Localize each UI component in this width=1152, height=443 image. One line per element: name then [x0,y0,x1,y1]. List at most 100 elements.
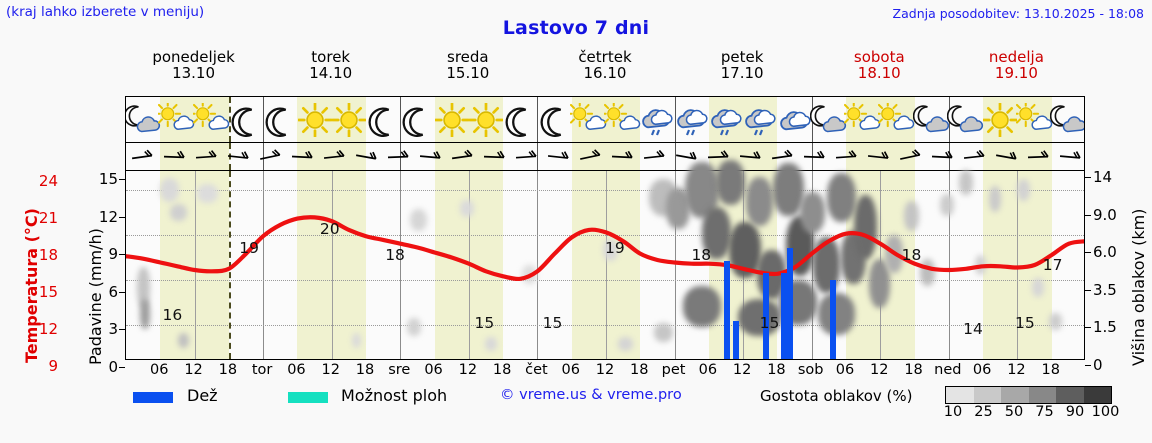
cloud-density-blob [959,170,973,195]
wind-barb-icon [900,149,921,160]
moon-icon [364,102,402,138]
x-tick-18: 18 [218,362,238,378]
day-separator [674,97,676,142]
wind-barb-icon [931,150,953,159]
cloud-density-tick: 90 [1065,404,1085,420]
chart-legend: Dež Možnost ploh © vreme.us & vreme.pro … [125,386,1145,430]
cloud-height-tick-mark [1085,214,1091,216]
wind-barb-icon [227,151,249,159]
moon-icon [227,102,265,138]
day-header-sobota: sobota 18.10 [811,49,948,82]
day-separator [674,143,676,170]
cloud-density-blob [410,208,428,232]
cloud-height-tick: 0 [1093,356,1103,374]
wind-barb-icon [739,151,761,159]
wind-barb-icon [643,149,665,159]
day-gridline [263,171,265,359]
sun-icon [296,102,334,138]
day-gridline [811,171,813,359]
sun-icon [981,102,1019,138]
cloud-density-step-25 [973,387,1001,403]
cloud-rain-icon [638,102,676,138]
meteogram-plot[interactable]: 16 20 15 19 15 18 15 19 18 15 18 14 17 [125,96,1085,360]
moon-cloud-icon [1049,102,1084,138]
precipitation-tick-mark [119,254,125,256]
weather-icon-band [126,97,1084,143]
midday-gridline [194,171,196,359]
temperature-tick: 12 [38,320,58,338]
moon-icon [536,102,574,138]
chart-canvas: 16 20 15 19 15 18 15 19 18 15 18 14 17 [126,159,1084,359]
x-tick-06: 06 [287,362,306,378]
precipitation-tick-mark [119,179,125,180]
temperature-value-label: 19 [239,238,259,257]
day-gridline [537,171,539,359]
temperature-axis-title: Temperatura (°C) [4,175,41,365]
cloud-height-tick: 1.5 [1093,318,1117,337]
wind-barb-band [126,143,1084,171]
x-tick-18: 18 [492,362,512,378]
day-name: nedelja [988,48,1044,66]
wind-barb-icon [1059,151,1081,159]
cloud-density-blob [177,332,190,348]
temperature-value-label: 15 [1014,313,1035,332]
cloud-density-blob [818,293,855,335]
location-menu-note[interactable]: (kraj lahko izberete v meniju) [6,4,205,20]
showers-legend-label: Možnost ploh [341,386,448,405]
current-time-marker [228,97,231,142]
cloud-density-tick-labels: 10 25 50 75 90 100 [937,404,1127,422]
cloud-density-blob [485,337,497,351]
wind-barb-icon [676,151,697,160]
sun-cloud-icon [878,102,916,138]
cloud-density-step-10 [946,387,974,403]
wind-barb-icon [451,149,473,160]
sun-cloud-icon [844,102,882,138]
precipitation-tick: 3 [108,320,118,339]
day-separator [400,97,402,142]
x-tick-06: 06 [972,362,992,378]
x-tick-06: 06 [561,362,580,378]
x-tick-06: 06 [150,362,169,378]
cloud-density-blob [682,285,722,328]
sun-cloud-icon [192,102,231,138]
wind-barb-icon [195,150,217,159]
day-separator [263,97,265,142]
current-time-marker [228,171,231,359]
day-name: sreda [447,48,489,66]
temperature-value-label: 16 [162,306,183,325]
cloud-density-blob [853,195,877,260]
cloud-density-blob [903,201,919,232]
x-tick-12: 12 [732,362,752,378]
moon-icon [261,102,299,138]
horizontal-gridline [126,234,1084,236]
day-date: 16.10 [583,63,627,82]
cloud-height-axis-label: Višina oblakov (km) [1129,208,1148,366]
day-date: 13.10 [172,63,216,82]
day-header-petek: petek 17.10 [674,49,811,82]
x-tick-12: 12 [321,362,340,378]
day-header-ponedeljek: ponedeljek 13.10 [125,49,262,82]
precipitation-tick-mark [119,367,125,368]
moon-cloud-icon [809,102,848,138]
cloud-density-blob [351,332,362,348]
precipitation-tick: 6 [108,282,118,301]
wind-barb-icon [260,149,281,160]
cloud-height-tick-mark [1085,177,1091,178]
day-header-četrtek: četrtek 16.10 [536,48,673,82]
day-name: četrtek [578,48,632,66]
cloud-density-blob [197,184,219,203]
sun-icon [433,102,471,138]
temperature-value-label: 14 [963,319,983,338]
cloud-density-blob [746,176,774,226]
cloud-density-blob [738,298,782,337]
wind-barb-icon [323,149,345,159]
daylight-stripe [571,171,641,359]
wind-barb-icon [483,150,505,159]
wind-barb-icon [387,150,409,159]
cloud-height-tick-mark [1085,289,1091,291]
copyright-link[interactable]: © vreme.us & vreme.pro [500,387,682,403]
cloud-density-tick: 25 [974,404,993,420]
cloud-height-tick-mark [1085,365,1091,366]
temperature-tick: 21 [38,209,58,227]
horizontal-gridline [126,325,1084,327]
